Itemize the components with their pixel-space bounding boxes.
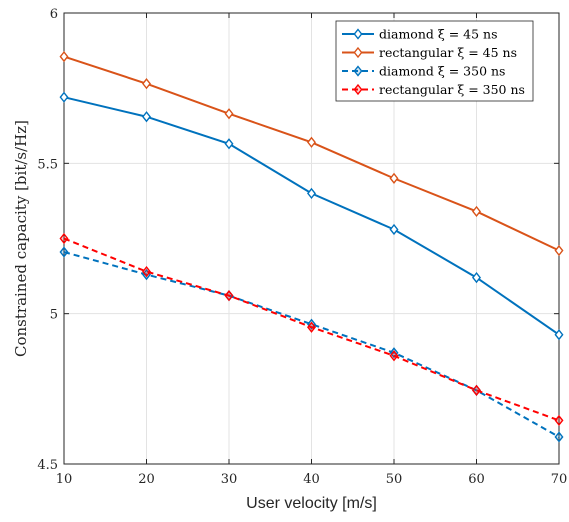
legend-marker [353,28,363,40]
x-tick-label: 70 [551,472,568,487]
tick-labels: 10 20 30 40 50 60 70 4.5 5 5.5 6 [37,7,567,487]
legend-marker [353,46,363,59]
series-layer [59,50,564,443]
data-point [307,136,316,148]
y-tick-label: 6 [50,7,58,22]
series-line [63,237,560,422]
legend-label: rectangular ξ = 350 ns [379,82,525,97]
data-point [554,329,564,341]
y-tick-label: 5 [50,308,58,323]
x-tick-label: 30 [221,472,238,487]
data-point [142,78,151,90]
data-point [389,172,399,184]
data-point [389,350,399,362]
x-tick-label: 50 [386,472,403,487]
legend-label: diamond ξ = 350 ns [379,64,505,79]
x-tick-label: 60 [468,472,485,487]
x-tick-label: 40 [303,472,320,487]
data-point [554,431,564,443]
legend-label: diamond ξ = 45 ns [379,27,498,42]
legend-marker [353,65,363,77]
series-0 [59,91,564,341]
data-point [389,223,399,236]
data-point [472,205,481,218]
data-point [472,271,481,284]
y-tick-label: 5.5 [37,157,58,172]
data-point [472,384,481,396]
x-axis-title: User velocity [m/s] [246,495,377,512]
data-point [554,414,564,427]
y-tick-label: 4.5 [37,458,58,473]
axis-ticks [63,12,560,465]
data-point [59,246,69,258]
x-tick-label: 10 [56,472,73,487]
data-point [307,187,316,200]
x-tick-label: 20 [138,472,155,487]
data-point [224,108,234,120]
y-axis-title: Constrained capacity [bit/s/Hz] [12,120,30,357]
data-point [142,265,151,278]
legend-marker [353,83,363,96]
data-point [224,290,234,302]
data-point [59,50,69,63]
data-point [142,111,151,123]
data-point [554,244,564,257]
series-3 [59,232,564,427]
series-1 [59,50,564,257]
data-point [307,321,316,333]
data-point [224,138,234,150]
data-point [389,347,399,359]
data-point [59,91,69,103]
series-line [63,251,560,438]
data-point [59,232,69,245]
legend: diamond ξ = 45 ns rectangular ξ = 45 ns di… [335,20,534,102]
legend-label: rectangular ξ = 45 ns [379,45,517,60]
